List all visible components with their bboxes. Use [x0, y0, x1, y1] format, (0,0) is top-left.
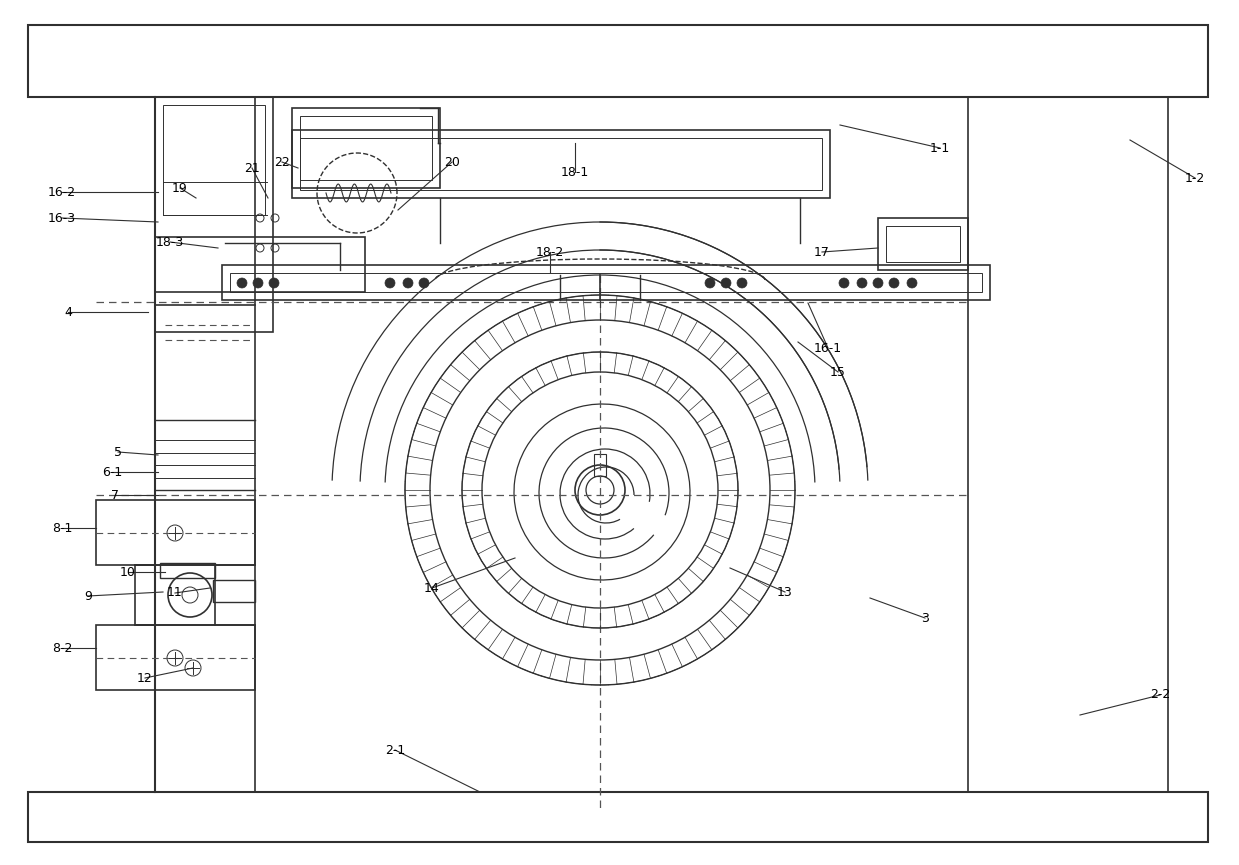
Text: 18-3: 18-3 — [156, 235, 185, 248]
Text: 3: 3 — [921, 612, 929, 625]
Bar — [300, 138, 821, 190]
Text: 22: 22 — [274, 156, 290, 169]
Text: 13: 13 — [777, 586, 793, 599]
Bar — [968, 97, 1168, 792]
Text: 4: 4 — [64, 305, 72, 318]
Circle shape — [873, 278, 883, 288]
Text: 16-2: 16-2 — [48, 185, 76, 198]
Circle shape — [403, 278, 413, 288]
Circle shape — [907, 278, 917, 288]
Bar — [213, 580, 255, 602]
Circle shape — [857, 278, 867, 288]
Bar — [300, 116, 432, 180]
Text: 16-3: 16-3 — [48, 212, 76, 225]
Circle shape — [839, 278, 849, 288]
Text: 14: 14 — [424, 581, 440, 594]
Bar — [135, 565, 216, 625]
Bar — [292, 108, 440, 188]
Bar — [292, 130, 830, 198]
Bar — [28, 792, 1208, 842]
Text: 10: 10 — [120, 566, 136, 579]
Text: 15: 15 — [830, 366, 846, 379]
Circle shape — [890, 278, 900, 288]
Text: 1-1: 1-1 — [930, 142, 950, 155]
Bar — [160, 563, 216, 578]
Text: 11: 11 — [167, 586, 183, 599]
Text: 8-1: 8-1 — [52, 522, 72, 535]
Bar — [230, 273, 983, 292]
Circle shape — [737, 278, 747, 288]
Bar — [28, 25, 1208, 97]
Circle shape — [237, 278, 247, 288]
Text: 5: 5 — [114, 445, 121, 458]
Text: 9: 9 — [84, 590, 92, 603]
Bar — [164, 105, 265, 215]
Text: 2-1: 2-1 — [385, 744, 405, 757]
Circle shape — [721, 278, 731, 288]
Bar — [593, 454, 606, 476]
Bar — [886, 226, 960, 262]
Text: 8-2: 8-2 — [52, 642, 72, 655]
Bar — [222, 265, 990, 300]
Text: 7: 7 — [112, 489, 119, 502]
Text: 17: 17 — [814, 246, 830, 259]
Circle shape — [705, 278, 715, 288]
Circle shape — [419, 278, 429, 288]
Bar — [95, 625, 255, 690]
Text: 12: 12 — [138, 671, 152, 684]
Circle shape — [253, 278, 263, 288]
Text: 18-1: 18-1 — [561, 165, 589, 178]
Text: 16-1: 16-1 — [814, 342, 843, 355]
Text: 19: 19 — [172, 182, 188, 195]
Text: 18-2: 18-2 — [536, 246, 564, 259]
Text: 1-2: 1-2 — [1184, 171, 1206, 184]
Circle shape — [269, 278, 279, 288]
Circle shape — [385, 278, 395, 288]
Bar — [155, 237, 366, 292]
Bar — [878, 218, 968, 270]
Text: 2-2: 2-2 — [1150, 689, 1170, 702]
Text: 20: 20 — [444, 156, 460, 169]
Bar — [95, 500, 255, 565]
Text: 6-1: 6-1 — [102, 465, 123, 478]
Bar — [155, 97, 273, 332]
Text: 21: 21 — [244, 162, 260, 175]
